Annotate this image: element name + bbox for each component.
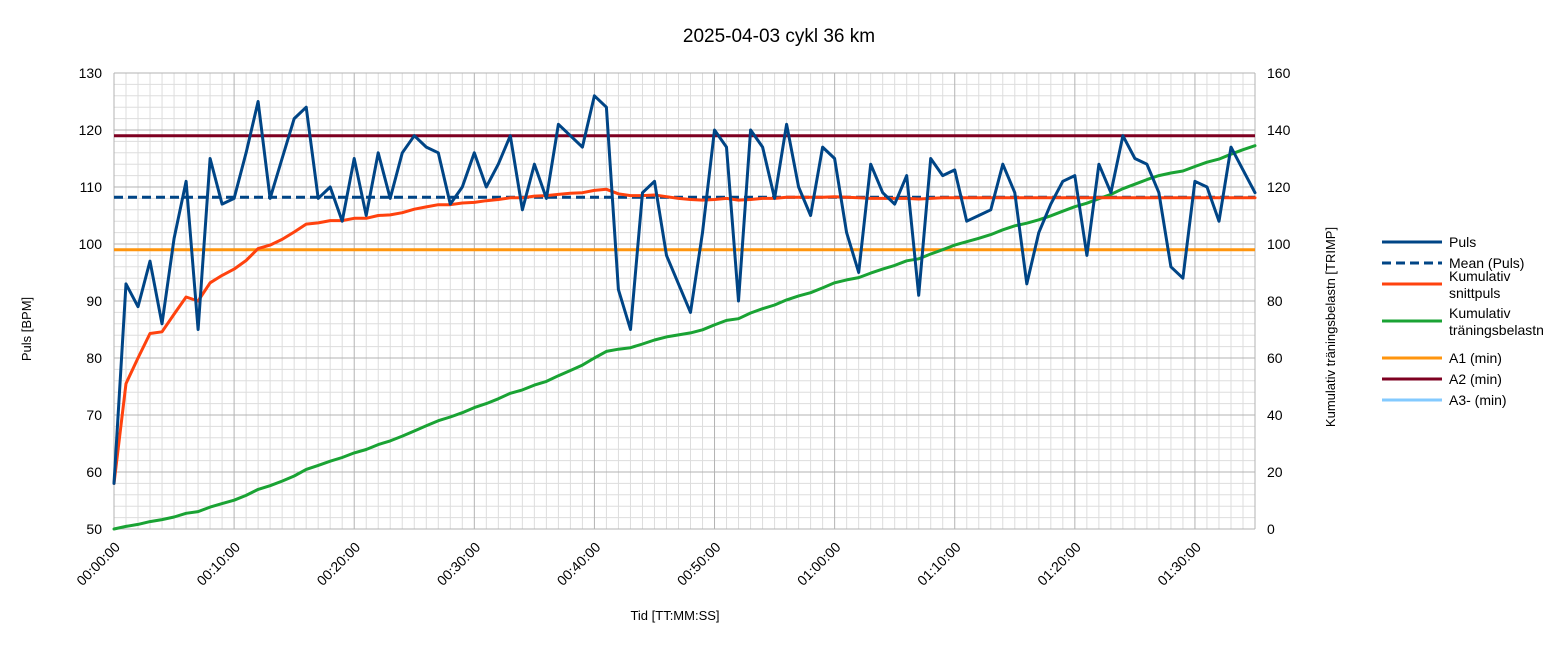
x-tick-label: 01:10:00: [914, 539, 964, 589]
legend-label: Mean (Puls): [1449, 255, 1524, 271]
y2-tick-label: 80: [1267, 293, 1283, 309]
legend-label: A3- (min): [1449, 392, 1507, 408]
x-tick-label: 00:10:00: [193, 539, 243, 589]
y-tick-label: 100: [79, 236, 103, 252]
x-tick-label: 01:30:00: [1154, 539, 1204, 589]
y-tick-label: 90: [86, 293, 102, 309]
y-axis-label: Puls [BPM]: [19, 297, 34, 361]
x-tick-label: 00:50:00: [674, 539, 724, 589]
y-tick-label: 60: [86, 464, 102, 480]
legend-label-line2: snittpuls: [1449, 285, 1500, 301]
series-line-kumulativ-snittpuls: [112, 187, 1257, 485]
x-tick-label: 00:40:00: [554, 539, 604, 589]
series-line-puls: [112, 94, 1257, 485]
x-tick-label: 00:20:00: [313, 539, 363, 589]
y2-tick-label: 0: [1267, 521, 1275, 537]
y2-tick-label: 160: [1267, 65, 1291, 81]
y2-axis-label: Kumulativ träningsbelastn [TRIMP]: [1323, 227, 1338, 427]
y-tick-label: 70: [86, 407, 102, 423]
series-lines: [112, 94, 1257, 531]
series-line-kumulativ-tr-ningsbelastn: [112, 144, 1257, 531]
y-tick-label: 130: [79, 65, 103, 81]
y-tick-label: 110: [80, 179, 103, 195]
chart-title: 2025-04-03 cykl 36 km: [683, 26, 875, 47]
legend-label-line2: träningsbelastn: [1449, 322, 1544, 338]
x-tick-label: 01:00:00: [794, 539, 844, 589]
axes: 50 60 70 80 90 100 110 120 130 0 20 40 60 80 100 120 140…: [73, 65, 1290, 589]
y-tick-label: 80: [86, 350, 102, 366]
y2-tick-label: 100: [1267, 236, 1291, 252]
y2-tick-label: 20: [1267, 464, 1283, 480]
x-tick-label: 00:00:00: [73, 539, 123, 589]
y2-tick-label: 40: [1267, 407, 1283, 423]
y2-tick-label: 120: [1267, 179, 1291, 195]
y-tick-label: 50: [86, 521, 102, 537]
y2-tick-label: 60: [1267, 350, 1283, 366]
x-tick-label: 01:20:00: [1034, 539, 1084, 589]
x-axis-label: Tid [TT:MM:SS]: [630, 608, 719, 623]
y-tick-label: 120: [79, 122, 103, 138]
legend-label: Puls: [1449, 234, 1476, 250]
y2-tick-label: 140: [1267, 122, 1291, 138]
legend-label: Kumulativ: [1449, 305, 1510, 321]
legend-label: A2 (min): [1449, 371, 1502, 387]
legend-label: Kumulativ: [1449, 268, 1510, 284]
grid: [113, 72, 1256, 530]
reference-lines: [114, 134, 1255, 252]
x-tick-label: 00:30:00: [434, 539, 484, 589]
legend-label: A1 (min): [1449, 350, 1502, 366]
